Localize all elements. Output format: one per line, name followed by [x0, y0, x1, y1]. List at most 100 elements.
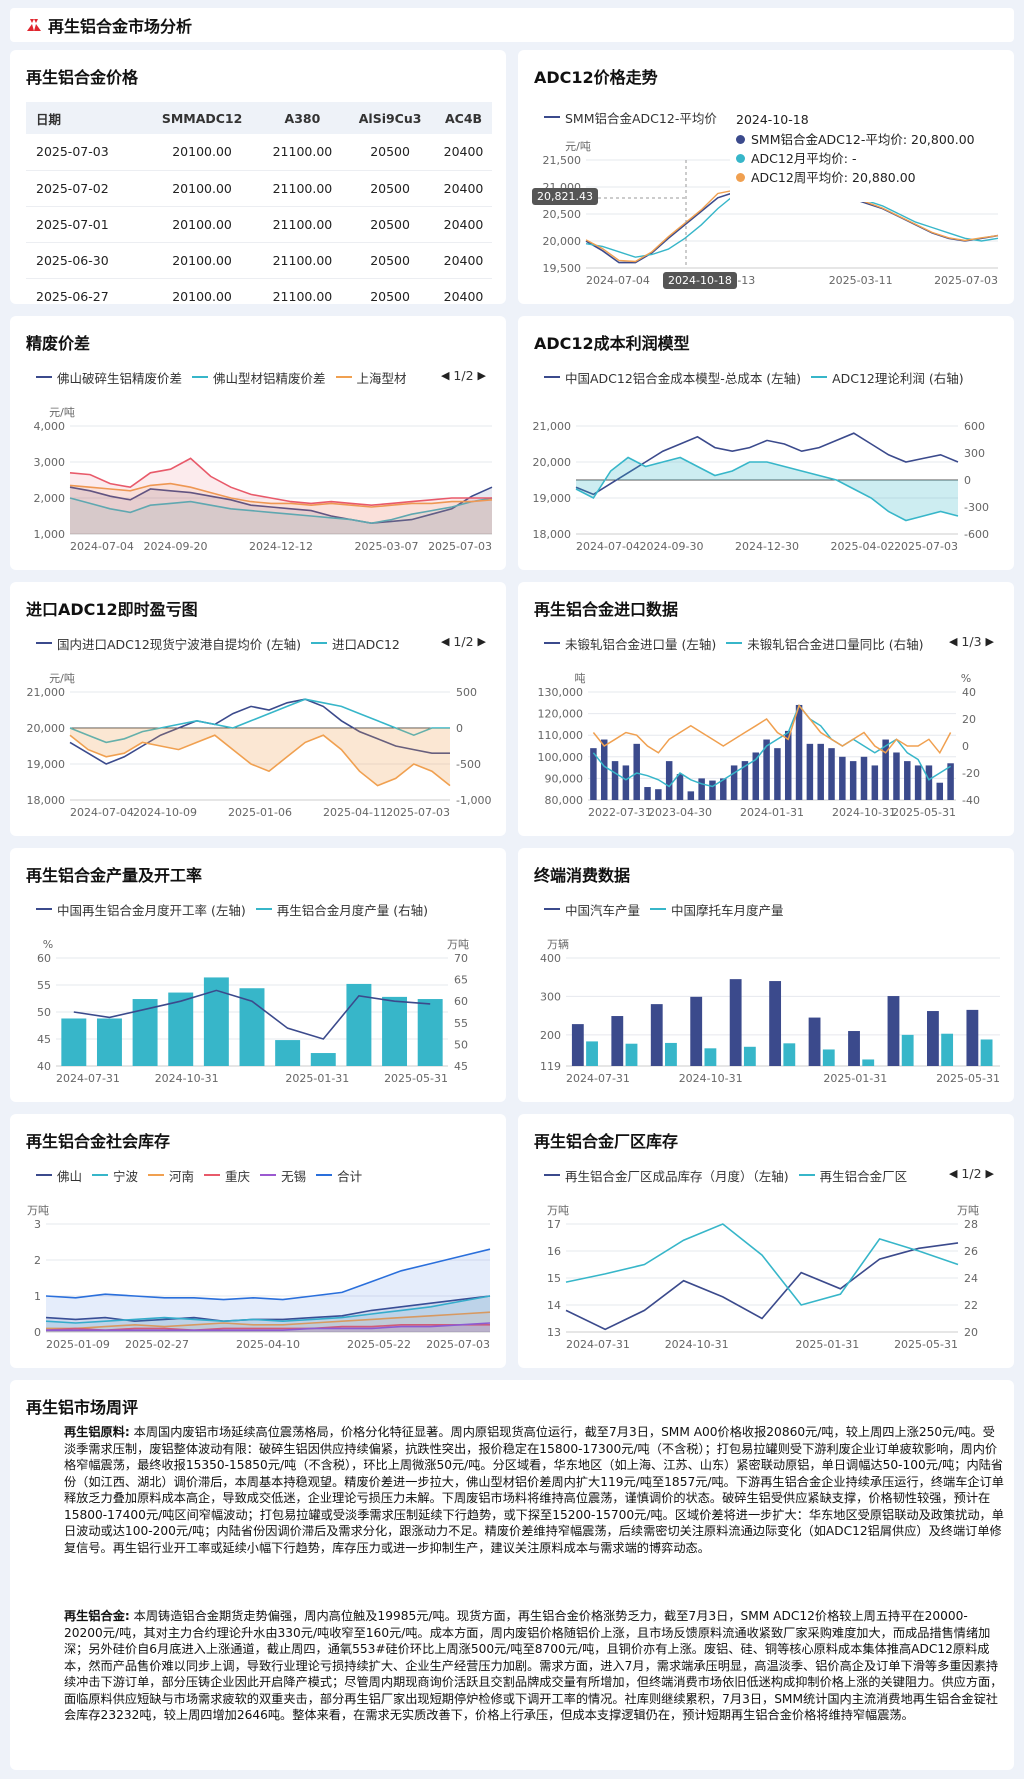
y-tick-label: 50: [37, 1006, 51, 1019]
series-line: [69, 497, 493, 525]
legend-item[interactable]: 中国摩托车月度产量: [650, 900, 784, 918]
legend-item[interactable]: 合计: [316, 1166, 362, 1184]
legend-item[interactable]: 国内进口ADC12现货宁波港自提均价 (左轴): [36, 634, 301, 652]
legend-item[interactable]: 进口ADC12: [311, 634, 400, 652]
legend-item[interactable]: 河南: [148, 1166, 194, 1184]
table-cell: 20100.00: [144, 242, 260, 279]
y-tick-label: 110,000: [538, 729, 584, 742]
chart-legend: 中国ADC12铝合金成本模型-总成本 (左轴) ADC12理论利润 (右轴): [544, 368, 998, 386]
series-line: [565, 1242, 959, 1331]
series-line: [69, 457, 492, 507]
logo-icon: [27, 19, 41, 31]
bar: [893, 752, 900, 800]
import-data-chart[interactable]: 80,000 90,000 100,000 110,000 120,000 130,000…: [518, 582, 1014, 836]
y-tick-label: 21,500: [543, 154, 582, 167]
cost-model-chart[interactable]: 18,000 19,000 20,000 21,000 -600 -300 0 300 600 2…: [518, 316, 1014, 570]
y-tick-label: 60: [37, 952, 51, 965]
table-cell: 20400: [435, 278, 492, 304]
x-tick-label: 2024-12-12: [249, 540, 313, 553]
legend-item[interactable]: 佛山型材铝精废价差: [192, 368, 326, 386]
legend-item[interactable]: 再生铝合金厂区: [798, 1166, 907, 1184]
col-alsi9cu3: AlSi9Cu3: [345, 102, 436, 134]
next-page-icon[interactable]: ▶: [477, 369, 486, 382]
legend-pager: ◀ 1/2 ▶: [938, 1166, 998, 1181]
y-tick-label: 0: [34, 1326, 41, 1339]
bar: [839, 756, 846, 800]
bar: [239, 988, 265, 1066]
table-cell: 21100.00: [259, 170, 346, 207]
bar: [382, 996, 408, 1066]
legend-item[interactable]: 未锻轧铝合金进口量 (左轴): [544, 634, 716, 652]
bar: [168, 992, 194, 1066]
y2-tick-label: 20: [964, 1326, 978, 1339]
next-page-icon[interactable]: ▶: [985, 1167, 994, 1180]
bar: [571, 1024, 584, 1066]
prev-page-icon[interactable]: ◀: [948, 635, 958, 648]
legend-item[interactable]: 中国再生铝合金月度开工率 (左轴): [36, 900, 246, 918]
series-line: [45, 1295, 491, 1323]
x-tick-label: 2024-10-09: [133, 806, 197, 819]
series-line: [45, 1295, 491, 1324]
tooltip-dot: [736, 154, 745, 163]
series-line: [575, 432, 959, 496]
next-page-icon[interactable]: ▶: [477, 635, 486, 648]
y-tick-label: 200: [540, 1029, 561, 1042]
legend-item[interactable]: 中国汽车产量: [544, 900, 640, 918]
table-cell: 2025-07-03: [26, 134, 145, 171]
legend-item[interactable]: 宁波: [92, 1166, 138, 1184]
x-tick-label: 2025-01-09: [46, 1338, 110, 1351]
weekly-review: 再生铝市场周评 再生铝原料: 本周国内废铝市场延续高位震荡格局，价格分化特征显著…: [10, 1380, 1014, 1770]
legend-item[interactable]: 再生铝合金厂区成品库存（月度）（左轴): [544, 1166, 789, 1184]
legend-item[interactable]: SMM铝合金ADC12-平均价: [544, 108, 717, 126]
legend-item[interactable]: 佛山破碎生铝精废价差: [36, 368, 182, 386]
bar: [914, 765, 922, 800]
y2-tick-label: 60: [454, 995, 468, 1008]
legend-item[interactable]: 未锻轧铝合金进口量同比 (右轴): [726, 634, 923, 652]
y2-tick-label: -300: [964, 501, 989, 514]
y2-tick-label: 0: [456, 722, 463, 735]
legend-item[interactable]: 上海型材: [335, 368, 407, 386]
series-line: [46, 1322, 491, 1331]
table-cell: 21100.00: [259, 278, 346, 304]
legend-item[interactable]: 佛山: [36, 1166, 82, 1184]
y-tick-label: 19,000: [533, 492, 572, 505]
prev-page-icon[interactable]: ◀: [440, 369, 450, 382]
y-tick-label: 19,000: [27, 758, 66, 771]
bar: [966, 1009, 979, 1066]
factory-inventory-card: 13 14 15 16 17 万吨 20 22 24 26 28 万吨 2024-07-31 2024-1…: [518, 1114, 1014, 1368]
legend-item[interactable]: 无锡: [260, 1166, 306, 1184]
y2-tick-label: 28: [964, 1218, 978, 1231]
bar: [849, 761, 857, 800]
prev-page-icon[interactable]: ◀: [948, 1167, 958, 1180]
legend-item[interactable]: 再生铝合金月度产量 (右轴): [255, 900, 428, 918]
table-cell: 20100.00: [144, 134, 260, 171]
x-tick-label: 2024-09-30: [640, 540, 704, 553]
x-tick-label: 2024-07-04: [70, 806, 134, 819]
x-tick-label: 2024-07-04: [70, 540, 134, 553]
series-area: [70, 458, 492, 534]
next-page-icon[interactable]: ▶: [985, 635, 994, 648]
table-cell: 20500: [345, 170, 436, 207]
x-tick-label: 2025-04-10: [236, 1338, 300, 1351]
legend-item[interactable]: 重庆: [204, 1166, 250, 1184]
chart-tooltip: 2024-10-18 SMM铝合金ADC12-平均价: 20,800.00 ADC…: [730, 108, 1000, 202]
top-bar: 再生铝合金市场分析: [10, 8, 1014, 42]
legend-pager: ◀ 1/3 ▶: [938, 634, 998, 649]
bar: [690, 996, 703, 1066]
col-date: 日期: [26, 102, 145, 134]
legend-item[interactable]: ADC12理论利润 (右轴): [811, 368, 964, 386]
legend-item[interactable]: 中国ADC12铝合金成本模型-总成本 (左轴): [544, 368, 801, 386]
x-tick-label: 2025-05-31: [894, 1338, 958, 1351]
prev-page-icon[interactable]: ◀: [440, 635, 450, 648]
y2-tick-label: 0: [962, 740, 969, 753]
series-line: [45, 1324, 490, 1332]
x-tick-label: 2025-01-31: [823, 1072, 887, 1085]
y-tick-label: 130,000: [538, 686, 584, 699]
y-pointer-label: 20,821.43: [532, 188, 598, 205]
social-inventory-chart[interactable]: 0 1 2 3万吨 2025-01-09 2025-02-27 2025-04-10 2025…: [10, 1114, 506, 1368]
